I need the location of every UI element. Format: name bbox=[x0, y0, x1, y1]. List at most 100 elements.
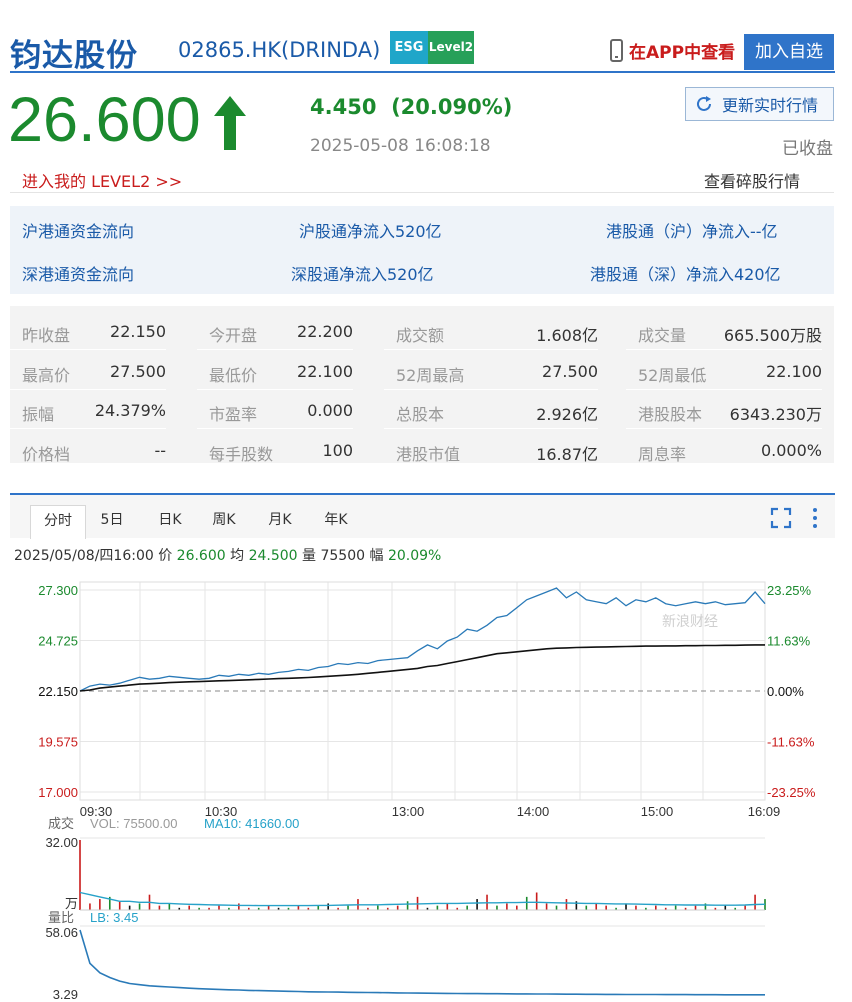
volume-bar bbox=[535, 892, 538, 910]
stat-cell: 今开盘 22.200 bbox=[197, 314, 353, 350]
capital-flow-panel: 沪港通资金流向 沪股通净流入520亿 港股通（沪）净流入--亿 深港通资金流向 … bbox=[10, 206, 834, 294]
stat-label: 价格档 bbox=[22, 444, 71, 464]
volume-bar bbox=[377, 905, 379, 910]
stat-value: 22.100 bbox=[766, 361, 822, 381]
volume-bar bbox=[426, 907, 429, 910]
tab-yearly-k[interactable]: 年K bbox=[324, 512, 348, 528]
current-price: 26.600 bbox=[8, 85, 201, 155]
stat-value: 22.100 bbox=[297, 361, 353, 381]
volume-bar bbox=[138, 903, 141, 910]
volume-bar bbox=[367, 907, 369, 910]
info-avg-label: 均 bbox=[230, 548, 245, 564]
volume-bar bbox=[545, 903, 548, 910]
info-datetime: 2025/05/08/四16:00 bbox=[14, 548, 154, 564]
stat-value: 0.000% bbox=[760, 440, 822, 460]
volume-title: 成交 bbox=[48, 816, 74, 831]
stat-cell: 成交额 1.608亿 bbox=[384, 314, 598, 350]
level2-link[interactable]: 进入我的 LEVEL2 >> bbox=[22, 172, 183, 191]
app-link[interactable]: 在APP中查看 bbox=[610, 38, 735, 63]
volume-bar bbox=[89, 903, 91, 910]
x-tick-label: 16:09 bbox=[748, 804, 781, 819]
volume-bar bbox=[406, 901, 409, 910]
volume-ymax: 32.00 bbox=[45, 835, 78, 850]
sz-northbound[interactable]: 深股通净流入520亿 bbox=[291, 265, 434, 284]
fullscreen-icon[interactable] bbox=[770, 507, 792, 529]
volume-bar bbox=[257, 907, 260, 910]
sh-flow-link[interactable]: 沪港通资金流向 bbox=[22, 222, 135, 241]
volume-bar bbox=[386, 907, 389, 910]
tab-daily-k[interactable]: 日K bbox=[158, 512, 182, 528]
stat-value: 0.000 bbox=[307, 401, 353, 420]
stat-cell: 价格档 -- bbox=[10, 433, 166, 469]
intraday-chart[interactable]: 27.300 23.25% 24.725 11.63% 22.150 0.00% 19.57… bbox=[0, 570, 852, 1002]
level2-row bbox=[10, 163, 834, 193]
volume-bar bbox=[118, 901, 121, 910]
x-tick-label: 14:00 bbox=[517, 804, 550, 819]
phone-icon bbox=[610, 39, 623, 62]
market-status: 已收盘 bbox=[782, 139, 833, 159]
more-icon[interactable] bbox=[810, 507, 820, 529]
stat-value: 1.608亿 bbox=[536, 326, 598, 345]
y-tick-label: 17.000 bbox=[38, 785, 78, 800]
volume-bar bbox=[178, 907, 181, 910]
volume-bar bbox=[506, 903, 508, 910]
volume-bar bbox=[247, 907, 250, 910]
tab-intraday[interactable]: 分时 bbox=[30, 505, 86, 539]
volume-bar bbox=[337, 907, 339, 910]
stat-value: 100 bbox=[322, 440, 353, 460]
stat-label: 成交量 bbox=[638, 326, 687, 345]
sz-flow-link[interactable]: 深港通资金流向 bbox=[22, 265, 135, 284]
tab-weekly-k[interactable]: 周K bbox=[212, 512, 236, 528]
stat-value: 6343.230万 bbox=[729, 405, 822, 424]
y-tick-label: 23.25% bbox=[767, 583, 812, 598]
ratio-label: LB: 3.45 bbox=[90, 910, 138, 925]
ma-line bbox=[79, 891, 766, 907]
volume-bar bbox=[267, 905, 270, 910]
stat-label: 市盈率 bbox=[209, 405, 258, 424]
info-amp: 20.09% bbox=[387, 548, 442, 564]
volume-bar bbox=[208, 907, 210, 910]
ratio-ymin: 3.29 bbox=[53, 987, 78, 1002]
stock-name: 钧达股份 bbox=[10, 38, 138, 74]
refresh-icon bbox=[697, 96, 711, 111]
volume-bar bbox=[347, 905, 349, 910]
add-watchlist-button[interactable]: 加入自选 bbox=[744, 34, 834, 70]
stat-label: 总股本 bbox=[396, 405, 445, 424]
average-line bbox=[79, 644, 765, 692]
sh-northbound[interactable]: 沪股通净流入520亿 bbox=[299, 222, 442, 241]
stat-cell: 最低价 22.100 bbox=[197, 354, 353, 390]
sz-southbound[interactable]: 港股通（深）净流入420亿 bbox=[590, 265, 781, 284]
stat-value: 22.200 bbox=[297, 322, 353, 341]
y-tick-label: 11.63% bbox=[767, 634, 811, 649]
stat-cell: 每手股数 100 bbox=[197, 433, 353, 469]
tab-monthly-k[interactable]: 月K bbox=[268, 512, 292, 528]
esg-badge[interactable]: ESG bbox=[390, 31, 428, 64]
info-vol-label: 量 bbox=[302, 548, 317, 564]
stat-label: 成交额 bbox=[396, 326, 445, 345]
volume-bar bbox=[198, 907, 200, 910]
stat-cell: 昨收盘 22.150 bbox=[10, 314, 166, 350]
stat-label: 振幅 bbox=[22, 405, 55, 424]
refresh-button[interactable]: 更新实时行情 bbox=[685, 87, 834, 121]
y-tick-label: -11.63% bbox=[767, 735, 815, 750]
volume-bar bbox=[654, 905, 657, 910]
info-amp-label: 幅 bbox=[369, 548, 384, 564]
sh-southbound[interactable]: 港股通（沪）净流入--亿 bbox=[606, 222, 778, 241]
volume-bar bbox=[516, 905, 518, 910]
stat-label: 昨收盘 bbox=[22, 326, 71, 345]
volume-bar bbox=[466, 905, 468, 910]
x-tick-label: 15:00 bbox=[641, 804, 674, 819]
stat-value: 24.379% bbox=[94, 401, 166, 420]
refresh-label: 更新实时行情 bbox=[722, 96, 819, 115]
change-value: 4.450 bbox=[310, 95, 377, 119]
stat-label: 今开盘 bbox=[209, 326, 258, 345]
info-price-label: 价 bbox=[158, 548, 173, 564]
volume-bar bbox=[446, 903, 449, 910]
y-tick-label: 27.300 bbox=[38, 583, 78, 598]
odd-lot-link[interactable]: 查看碎股行情 bbox=[704, 172, 801, 191]
level2-badge[interactable]: Level2 bbox=[428, 31, 474, 64]
watermark: 新浪财经 bbox=[662, 613, 718, 629]
volume-bar bbox=[277, 907, 280, 910]
chart-info-bar: 2025/05/08/四16:00 价 26.600 均 24.500 量 75… bbox=[14, 545, 441, 565]
tab-5day[interactable]: 5日 bbox=[100, 512, 124, 528]
